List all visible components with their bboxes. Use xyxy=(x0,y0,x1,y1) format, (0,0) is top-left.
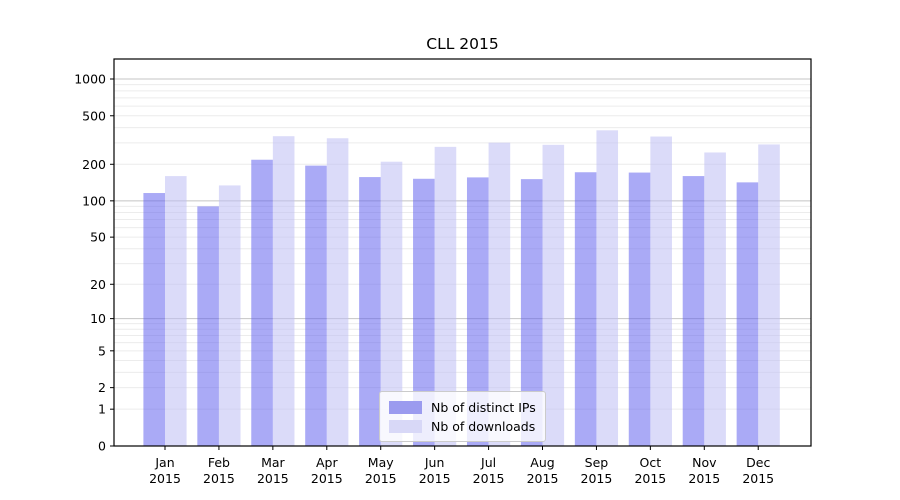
chart-title: CLL 2015 xyxy=(426,35,499,53)
x-tick-label-year: 2015 xyxy=(149,471,181,486)
y-tick-label: 10 xyxy=(90,311,106,326)
x-tick-label-month: Apr xyxy=(316,455,338,470)
bar-distinct-ips-mar xyxy=(251,159,273,446)
legend-row-downloads: Nb of downloads xyxy=(389,419,536,434)
x-tick-label-month: Nov xyxy=(692,455,717,470)
y-tick-label: 1 xyxy=(98,402,106,417)
y-tick-label: 2 xyxy=(98,380,106,395)
x-tick-label-year: 2015 xyxy=(527,471,559,486)
y-tick-label: 500 xyxy=(82,108,106,123)
x-tick-label-year: 2015 xyxy=(365,471,397,486)
x-tick-label-month: Aug xyxy=(530,455,554,470)
bar-downloads-aug xyxy=(542,144,565,446)
y-tick-label: 200 xyxy=(82,157,106,172)
bar-distinct-ips-jun xyxy=(413,178,435,446)
bar-downloads-feb xyxy=(218,185,241,446)
legend-label-distinct-ips: Nb of distinct IPs xyxy=(431,399,536,415)
bar-downloads-jan xyxy=(165,176,187,447)
x-tick-label-year: 2015 xyxy=(203,471,235,486)
bar-distinct-ips-feb xyxy=(197,206,219,446)
bar-downloads-jul xyxy=(488,142,511,446)
bar-downloads-apr xyxy=(326,138,349,446)
bar-distinct-ips-sep xyxy=(574,172,597,447)
x-tick-label-year: 2015 xyxy=(634,471,666,486)
bar-distinct-ips-apr xyxy=(305,165,327,446)
bar-downloads-sep xyxy=(596,130,619,447)
bar-downloads-dec xyxy=(758,144,780,446)
bar-distinct-ips-aug xyxy=(520,179,543,447)
legend-row-distinct-ips: Nb of distinct IPs xyxy=(389,400,536,415)
bar-distinct-ips-dec xyxy=(736,182,759,446)
y-tick-label: 5 xyxy=(98,343,106,358)
bar-distinct-ips-may xyxy=(359,177,381,446)
legend-swatch-distinct-ips-icon xyxy=(389,400,422,414)
legend-swatch-downloads-icon xyxy=(389,419,422,433)
x-tick-label-month: Mar xyxy=(261,455,285,470)
y-tick-label: 1000 xyxy=(74,72,106,87)
x-tick-label-month: May xyxy=(368,455,394,470)
bar-distinct-ips-jul xyxy=(466,177,489,446)
x-tick-label-year: 2015 xyxy=(257,471,289,486)
plot-border xyxy=(113,58,812,447)
legend: Nb of distinct IPs Nb of downloads xyxy=(379,391,546,442)
bar-downloads-oct xyxy=(650,136,672,446)
legend-label-downloads: Nb of downloads xyxy=(431,418,536,434)
x-tick-label-year: 2015 xyxy=(581,471,613,486)
x-tick-label-month: Dec xyxy=(746,455,770,470)
y-tick-label: 100 xyxy=(82,193,106,208)
y-tick-label: 0 xyxy=(98,439,106,454)
bar-downloads-mar xyxy=(272,136,295,447)
x-tick-label-year: 2015 xyxy=(311,471,343,486)
y-tick-label: 20 xyxy=(90,277,106,292)
x-tick-label-month: Jun xyxy=(424,455,445,470)
bar-distinct-ips-oct xyxy=(628,172,651,446)
x-tick-label-month: Feb xyxy=(208,455,230,470)
bar-distinct-ips-jan xyxy=(143,193,165,446)
bar-distinct-ips-nov xyxy=(682,176,705,447)
x-tick-label-year: 2015 xyxy=(419,471,451,486)
x-tick-label-month: Oct xyxy=(640,455,662,470)
bar-downloads-may xyxy=(380,161,403,446)
x-tick-label-year: 2015 xyxy=(688,471,720,486)
x-tick-label-month: Jan xyxy=(154,455,174,470)
x-tick-label-year: 2015 xyxy=(473,471,505,486)
bar-downloads-jun xyxy=(434,146,457,446)
y-tick-label: 50 xyxy=(90,230,106,245)
bar-downloads-nov xyxy=(704,152,726,446)
x-tick-label-month: Sep xyxy=(585,455,609,470)
x-tick-label-month: Jul xyxy=(480,455,496,470)
x-tick-label-year: 2015 xyxy=(742,471,774,486)
